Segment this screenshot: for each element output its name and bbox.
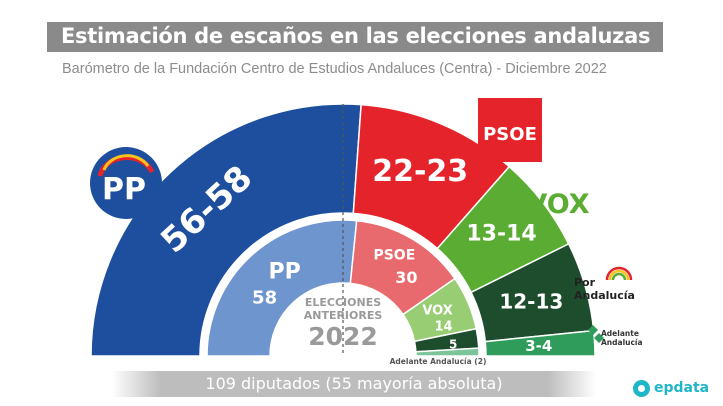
epdata-logo-text: epdata xyxy=(654,380,710,396)
previous-year: 2022 xyxy=(308,322,378,351)
chart-title: Estimación de escaños en las elecciones … xyxy=(61,24,651,48)
pp-logo: PP xyxy=(90,147,162,219)
estimate-arc-pp xyxy=(90,103,362,357)
previous-label-psoe: 30 xyxy=(395,268,417,287)
por-andalucia-logo: Por Andalucía xyxy=(574,266,635,302)
previous-title-line2: ANTERIORES xyxy=(304,309,383,322)
estimate-label-por-andalucia: 12-13 xyxy=(499,290,563,314)
epdata-brand: epdata xyxy=(633,378,709,398)
previous-party-pp: PP xyxy=(268,260,300,285)
previous-arc-adelante xyxy=(415,347,480,357)
title-bar: Estimación de escaños en las elecciones … xyxy=(47,22,663,52)
estimate-arc-adelante xyxy=(484,329,596,357)
por-andalucia-logo-line2: Andalucía xyxy=(574,289,635,302)
por-andalucia-logo-line1: Por xyxy=(574,276,596,289)
footer-bar: 109 diputados (55 mayoría absoluta) xyxy=(112,371,596,397)
adelante-logo-line1: Adelante xyxy=(601,329,639,338)
estimate-label-adelante: 3-4 xyxy=(525,337,552,355)
previous-arc-pp xyxy=(206,219,358,357)
footer-text: 109 diputados (55 mayoría absoluta) xyxy=(205,374,503,393)
previous-party-psoe: PSOE xyxy=(373,248,415,264)
previous-ring xyxy=(206,219,480,357)
adelante-previous-note: Adelante Andalucía (2) xyxy=(390,357,487,366)
epdata-logo-icon xyxy=(633,379,650,397)
vox-logo: VOX xyxy=(526,189,589,220)
chart-subtitle: Barómetro de la Fundación Centro de Estu… xyxy=(62,61,607,77)
estimate-label-vox: 13-14 xyxy=(466,222,536,247)
previous-party-vox: VOX xyxy=(422,303,452,318)
previous-label-por-andalucia: 5 xyxy=(449,337,457,351)
estimate-label-psoe: 22-23 xyxy=(372,154,468,189)
previous-label-vox: 14 xyxy=(435,319,453,334)
previous-label-pp: 58 xyxy=(252,288,277,309)
psoe-logo: PSOE xyxy=(478,98,542,162)
adelante-andalucia-logo: Adelante Andalucía xyxy=(582,325,643,347)
estimate-ring xyxy=(90,103,596,357)
pp-logo-text: PP xyxy=(102,172,146,207)
previous-title-line1: ELECCIONES xyxy=(305,296,381,309)
psoe-logo-text: PSOE xyxy=(483,124,537,145)
adelante-logo-line2: Andalucía xyxy=(601,338,643,347)
